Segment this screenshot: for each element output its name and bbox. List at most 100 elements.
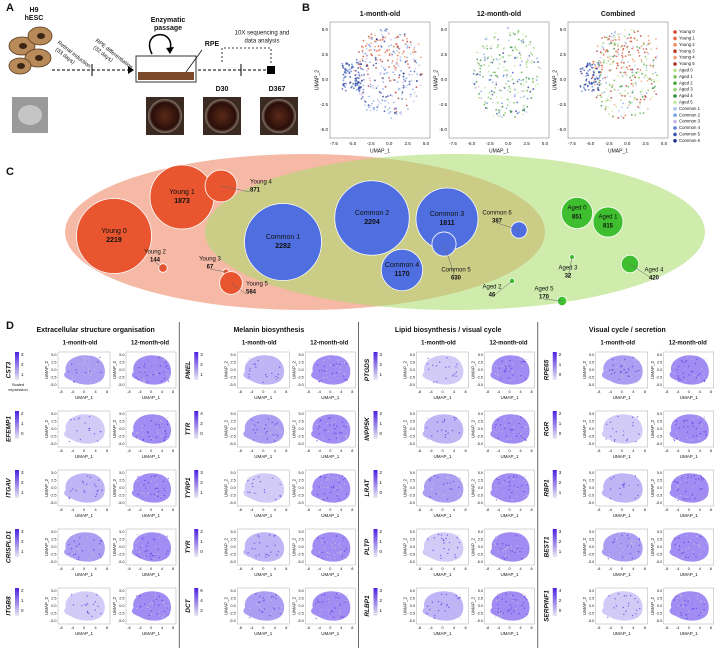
cell-dot xyxy=(513,378,515,380)
cell-dot xyxy=(375,38,378,41)
passage-label: passage xyxy=(154,25,182,32)
cell-dot xyxy=(612,556,615,558)
cell-dot xyxy=(623,369,625,371)
cell-dot xyxy=(448,499,450,502)
x-tick-label: 4 xyxy=(519,449,521,453)
cell-dot xyxy=(251,535,254,537)
cell-dot xyxy=(501,105,504,108)
cell-dot xyxy=(344,601,347,603)
cell-dot xyxy=(484,106,487,109)
y-tick-label: 0.0 xyxy=(657,545,662,549)
cell-dot xyxy=(621,45,623,47)
cell-dot xyxy=(137,431,139,434)
cell-dot xyxy=(72,604,75,606)
cell-dot xyxy=(610,440,613,442)
cell-dot xyxy=(453,373,456,375)
cell-dot xyxy=(628,537,630,540)
cell-dot xyxy=(413,91,416,94)
cell-dot xyxy=(613,42,616,44)
cell-dot xyxy=(362,84,365,87)
cell-dot xyxy=(699,546,701,548)
cell-dot xyxy=(373,108,375,111)
cell-dot xyxy=(593,63,596,66)
x-tick-label: 8 xyxy=(710,390,712,394)
cell-dot xyxy=(613,47,615,50)
y-tick-label: 0.0 xyxy=(298,368,303,372)
cell-dot xyxy=(631,91,634,94)
cell-dot xyxy=(502,550,504,552)
cell-dot xyxy=(74,537,76,539)
y-tick-label: -5.0 xyxy=(297,560,304,564)
cell-dot xyxy=(684,604,687,606)
cell-dot xyxy=(703,379,706,382)
cell-dot xyxy=(500,378,502,380)
cell-dot xyxy=(456,428,459,430)
cell-dot xyxy=(389,94,392,96)
cell-dot xyxy=(536,75,538,78)
cell-dot xyxy=(608,113,610,115)
y-tick-label: -5.0 xyxy=(588,501,595,505)
cell-dot xyxy=(639,69,642,71)
x-tick-label: -4 xyxy=(429,508,432,512)
cell-dot xyxy=(516,537,518,539)
legend-label: Common 4 xyxy=(679,125,701,130)
cell-dot xyxy=(75,369,77,371)
cell-dot xyxy=(637,484,639,486)
cell-dot xyxy=(674,498,677,500)
colorbar-label: 2 xyxy=(380,362,383,367)
x-tick-label: -4 xyxy=(318,390,321,394)
y-tick-label: 0.0 xyxy=(119,427,124,431)
cell-dot xyxy=(263,363,265,365)
cell-dot xyxy=(699,553,702,555)
y-axis-label: UMAP_2 xyxy=(471,538,476,557)
x-tick-label: 8 xyxy=(710,508,712,512)
x-tick-label: 0 xyxy=(329,626,331,630)
cell-dot xyxy=(629,54,632,56)
cell-dot xyxy=(275,485,277,487)
cell-dot xyxy=(645,64,648,67)
x-tick-label: 0 xyxy=(83,567,85,571)
cell-dot xyxy=(409,53,412,55)
cell-dot xyxy=(84,359,87,361)
y-tick-label: -2.5 xyxy=(118,612,125,616)
y-axis-label: UMAP_2 xyxy=(433,70,439,90)
cell-dot xyxy=(72,545,75,547)
x-tick-label: -4 xyxy=(429,626,432,630)
cell-dot xyxy=(617,53,620,56)
cell-dot xyxy=(164,430,166,432)
cell-dot xyxy=(332,364,335,366)
y-axis-label: UMAP_2 xyxy=(291,597,296,616)
y-tick-label: -5.0 xyxy=(408,619,415,623)
cell-dot xyxy=(401,91,404,94)
cell-dot xyxy=(97,360,99,363)
cell-dot xyxy=(157,553,159,555)
cell-dot xyxy=(319,476,321,478)
cell-dot xyxy=(690,370,693,373)
cell-dot xyxy=(449,489,451,491)
y-tick-label: 5.0 xyxy=(478,353,483,357)
cell-dot xyxy=(434,603,436,606)
cell-dot xyxy=(362,55,365,58)
cell-dot xyxy=(687,547,690,549)
cell-dot xyxy=(327,475,330,477)
colorbar-label: 1 xyxy=(380,372,383,377)
cell-dot xyxy=(376,106,379,108)
well xyxy=(148,99,182,133)
cell-dot xyxy=(676,489,678,492)
y-tick-label: -5.0 xyxy=(476,619,483,623)
gene-label: SERPINF1 xyxy=(543,590,550,622)
cell-dot xyxy=(327,430,329,433)
cell-dot xyxy=(88,550,90,552)
cell-dot xyxy=(679,613,681,615)
cell-dot xyxy=(252,439,254,441)
y-tick-label: 5.0 xyxy=(441,27,448,32)
cell-dot xyxy=(390,44,393,47)
cell-dot xyxy=(532,88,535,90)
y-tick-label: 5.0 xyxy=(478,471,483,475)
x-tick-label: 0 xyxy=(688,508,690,512)
cell-dot xyxy=(677,377,679,379)
cell-dot xyxy=(344,68,347,70)
cell-dot xyxy=(640,80,643,83)
cell-dot xyxy=(82,598,84,600)
cell-dot xyxy=(266,375,268,378)
